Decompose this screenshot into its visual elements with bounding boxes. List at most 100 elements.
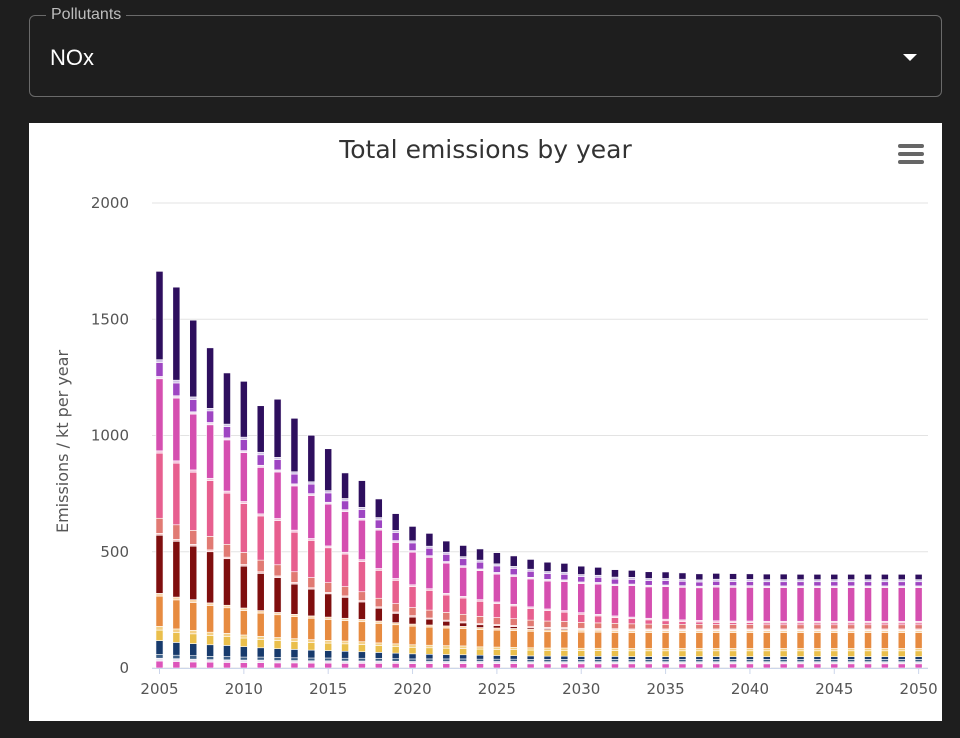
bar-segment[interactable]	[830, 632, 839, 649]
bar-segment[interactable]	[408, 623, 417, 627]
bar-segment[interactable]	[628, 630, 636, 633]
bar-segment[interactable]	[813, 663, 822, 669]
bar-segment[interactable]	[678, 661, 687, 665]
bar-segment[interactable]	[695, 656, 704, 660]
bar-segment[interactable]	[729, 663, 737, 669]
bar-segment[interactable]	[695, 587, 704, 621]
bar-segment[interactable]	[442, 627, 451, 646]
bar-segment[interactable]	[324, 650, 333, 659]
bar-segment[interactable]	[442, 620, 451, 627]
bar-segment[interactable]	[543, 610, 552, 622]
bar-segment[interactable]	[425, 661, 434, 664]
bar-segment[interactable]	[391, 530, 400, 533]
bar-segment[interactable]	[273, 471, 282, 519]
bar-segment[interactable]	[391, 513, 400, 531]
bar-segment[interactable]	[442, 540, 451, 553]
bar-segment[interactable]	[155, 376, 164, 380]
bar-segment[interactable]	[830, 630, 839, 633]
bar-segment[interactable]	[476, 629, 484, 648]
bar-segment[interactable]	[493, 552, 501, 565]
bar-segment[interactable]	[644, 661, 653, 665]
bar-segment[interactable]	[762, 663, 771, 669]
bar-segment[interactable]	[358, 561, 366, 593]
bar-segment[interactable]	[914, 656, 923, 660]
bar-segment[interactable]	[476, 548, 484, 561]
bar-segment[interactable]	[307, 662, 316, 669]
bar-segment[interactable]	[324, 503, 333, 547]
bar-segment[interactable]	[240, 637, 248, 647]
bar-segment[interactable]	[729, 624, 737, 630]
bar-segment[interactable]	[526, 630, 535, 649]
bar-segment[interactable]	[830, 587, 839, 622]
bar-segment[interactable]	[172, 632, 181, 643]
bar-segment[interactable]	[695, 661, 704, 665]
bar-segment[interactable]	[526, 655, 535, 660]
bar-segment[interactable]	[779, 573, 788, 580]
bar-segment[interactable]	[425, 626, 434, 646]
bar-segment[interactable]	[543, 629, 552, 633]
bar-segment[interactable]	[509, 555, 518, 567]
bar-segment[interactable]	[746, 648, 754, 652]
bar-segment[interactable]	[661, 630, 670, 633]
bar-segment[interactable]	[425, 653, 434, 660]
bar-segment[interactable]	[240, 634, 248, 639]
bar-segment[interactable]	[881, 574, 889, 580]
bar-segment[interactable]	[341, 511, 349, 553]
bar-segment[interactable]	[897, 579, 906, 583]
bar-segment[interactable]	[560, 571, 569, 575]
bar-segment[interactable]	[341, 643, 349, 652]
bar-segment[interactable]	[307, 615, 316, 619]
bar-segment[interactable]	[526, 659, 535, 663]
bar-segment[interactable]	[864, 581, 872, 587]
bar-segment[interactable]	[476, 616, 484, 624]
bar-segment[interactable]	[628, 585, 636, 618]
bar-segment[interactable]	[493, 627, 501, 631]
bar-segment[interactable]	[864, 656, 872, 660]
bar-segment[interactable]	[897, 587, 906, 622]
bar-segment[interactable]	[172, 628, 181, 633]
bar-segment[interactable]	[746, 630, 754, 633]
bar-segment[interactable]	[189, 643, 198, 656]
bar-segment[interactable]	[240, 565, 248, 609]
bar-segment[interactable]	[813, 659, 822, 663]
bar-segment[interactable]	[678, 580, 687, 586]
bar-segment[interactable]	[644, 623, 653, 630]
bar-segment[interactable]	[644, 632, 653, 649]
bar-segment[interactable]	[493, 573, 501, 603]
bar-segment[interactable]	[341, 660, 349, 664]
bar-segment[interactable]	[341, 620, 349, 642]
bar-segment[interactable]	[206, 407, 214, 412]
bar-segment[interactable]	[594, 650, 602, 657]
bar-segment[interactable]	[493, 629, 501, 648]
bar-segment[interactable]	[155, 626, 164, 631]
bar-segment[interactable]	[779, 656, 788, 660]
bar-segment[interactable]	[358, 660, 366, 664]
bar-segment[interactable]	[509, 647, 518, 650]
bar-segment[interactable]	[881, 650, 889, 657]
bar-segment[interactable]	[206, 410, 214, 423]
bar-segment[interactable]	[476, 648, 484, 656]
bar-segment[interactable]	[223, 659, 231, 663]
bar-segment[interactable]	[864, 574, 872, 580]
bar-segment[interactable]	[881, 663, 889, 669]
bar-segment[interactable]	[206, 424, 214, 479]
bar-segment[interactable]	[172, 462, 181, 526]
bar-segment[interactable]	[358, 663, 366, 669]
bar-segment[interactable]	[425, 663, 434, 669]
bar-segment[interactable]	[206, 631, 214, 636]
bar-segment[interactable]	[408, 542, 417, 551]
bar-segment[interactable]	[307, 617, 316, 640]
bar-segment[interactable]	[594, 663, 602, 669]
bar-segment[interactable]	[189, 633, 198, 644]
bar-segment[interactable]	[341, 498, 349, 502]
bar-segment[interactable]	[223, 492, 231, 545]
bar-segment[interactable]	[864, 661, 872, 665]
bar-segment[interactable]	[594, 574, 602, 578]
bar-segment[interactable]	[847, 630, 855, 633]
bar-segment[interactable]	[611, 650, 619, 657]
bar-segment[interactable]	[746, 661, 754, 665]
bar-segment[interactable]	[577, 583, 586, 613]
bar-segment[interactable]	[661, 620, 670, 625]
bar-segment[interactable]	[881, 656, 889, 660]
bar-segment[interactable]	[307, 540, 316, 578]
